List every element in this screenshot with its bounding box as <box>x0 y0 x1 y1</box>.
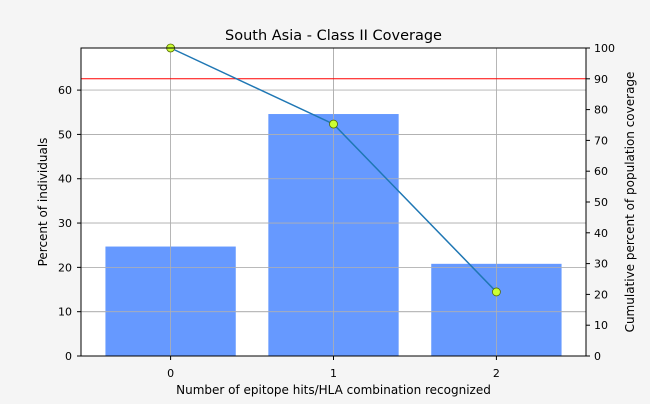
line-layer <box>166 43 501 297</box>
y2-tick-label: 40 <box>594 227 608 240</box>
y2-tick-label: 50 <box>594 196 608 209</box>
cumulative-point <box>329 119 338 129</box>
y2-tick-label: 10 <box>594 319 608 332</box>
y2-tick-label: 0 <box>594 350 601 363</box>
y2-tick-label: 80 <box>594 104 608 117</box>
x-tick-label: 0 <box>167 367 174 380</box>
y2-tick-label: 100 <box>594 42 615 55</box>
y-axis-label: Percent of individuals <box>36 138 50 267</box>
y-tick-label: 30 <box>58 217 72 230</box>
y2-tick-label: 30 <box>594 258 608 271</box>
y-tick-label: 50 <box>58 128 72 141</box>
bar-layer <box>81 48 586 357</box>
y-tick-label: 40 <box>58 173 72 186</box>
y2-axis-label: Cumulative percent of population coverag… <box>623 72 637 333</box>
x-tick-label: 2 <box>493 367 500 380</box>
cumulative-point <box>492 287 501 297</box>
chart-title: South Asia - Class II Coverage <box>225 28 442 44</box>
y-tick-label: 0 <box>65 350 72 363</box>
x-axis-label: Number of epitope hits/HLA combination r… <box>176 383 491 397</box>
y-tick-label: 20 <box>58 261 72 274</box>
y2-tick-label: 60 <box>594 165 608 178</box>
x-tick-label: 1 <box>330 367 337 380</box>
y2-tick-label: 70 <box>594 134 608 147</box>
y-tick-label: 10 <box>58 306 72 319</box>
y2-tick-label: 20 <box>594 288 608 301</box>
y2-tick-label: 90 <box>594 73 608 86</box>
y-tick-label: 60 <box>58 84 72 97</box>
